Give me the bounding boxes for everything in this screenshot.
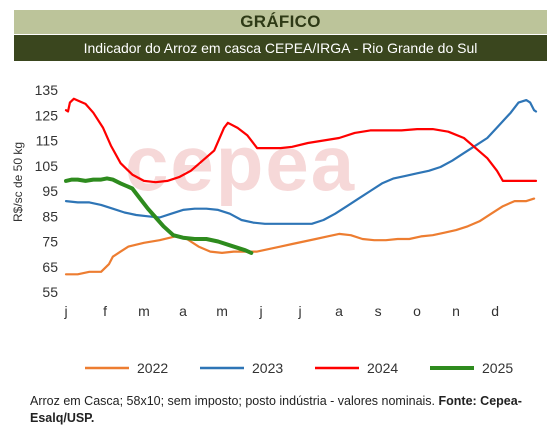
x-tick-label: a (335, 303, 343, 319)
x-tick-label: f (103, 303, 107, 319)
legend-label-2024: 2024 (367, 360, 398, 376)
y-tick-label: 85 (42, 208, 58, 224)
chart-title-bar: Indicador do Arroz em casca CEPEA/IRGA -… (14, 35, 547, 61)
x-tick-label: j (258, 303, 262, 319)
legend-label-2023: 2023 (252, 360, 283, 376)
legend-label-2025: 2025 (482, 360, 513, 376)
y-tick-label: 105 (35, 158, 59, 174)
chart-title: Indicador do Arroz em casca CEPEA/IRGA -… (83, 40, 478, 56)
legend-label-2022: 2022 (137, 360, 168, 376)
x-tick-label: j (297, 303, 301, 319)
series-line-2024 (64, 97, 538, 184)
y-tick-label: 95 (42, 183, 58, 199)
footnote-source: Fonte: Cepea-Esalq/USP. (30, 394, 522, 425)
y-tick-label: 115 (36, 133, 59, 149)
x-tick-label: n (452, 303, 460, 319)
x-tick-label: d (491, 303, 499, 319)
y-tick-label: 125 (35, 107, 59, 123)
footnote-text: Arroz em Casca; 58x10; sem imposto; post… (30, 394, 439, 408)
y-tick-label: 65 (42, 259, 58, 275)
y-tick-label: 75 (42, 234, 58, 250)
chart-panel: cepea 55 65 75 85 95 105 115 125 135 j f m a m j j a s o n… (10, 70, 548, 382)
x-tick-label: j (63, 303, 67, 319)
x-tick-label: m (216, 303, 228, 319)
x-tick-label: o (413, 303, 421, 319)
x-tick-label: s (375, 303, 382, 319)
chart-footnote: Arroz em Casca; 58x10; sem imposto; post… (30, 393, 540, 427)
y-tick-label: 135 (35, 82, 59, 98)
series-line-2023 (64, 99, 538, 225)
x-tick-label: m (138, 303, 150, 319)
section-header: GRÁFICO (14, 10, 547, 34)
y-axis-label: R$/sc de 50 kg (11, 142, 25, 222)
line-chart: cepea 55 65 75 85 95 105 115 125 135 j f m a m j j a s o n… (11, 82, 538, 376)
series-line-2022 (64, 197, 536, 276)
cepea-watermark: cepea (125, 119, 356, 207)
section-title: GRÁFICO (240, 12, 321, 31)
y-tick-label: 55 (42, 284, 58, 300)
x-tick-label: a (179, 303, 187, 319)
series-line-2025 (64, 176, 254, 255)
